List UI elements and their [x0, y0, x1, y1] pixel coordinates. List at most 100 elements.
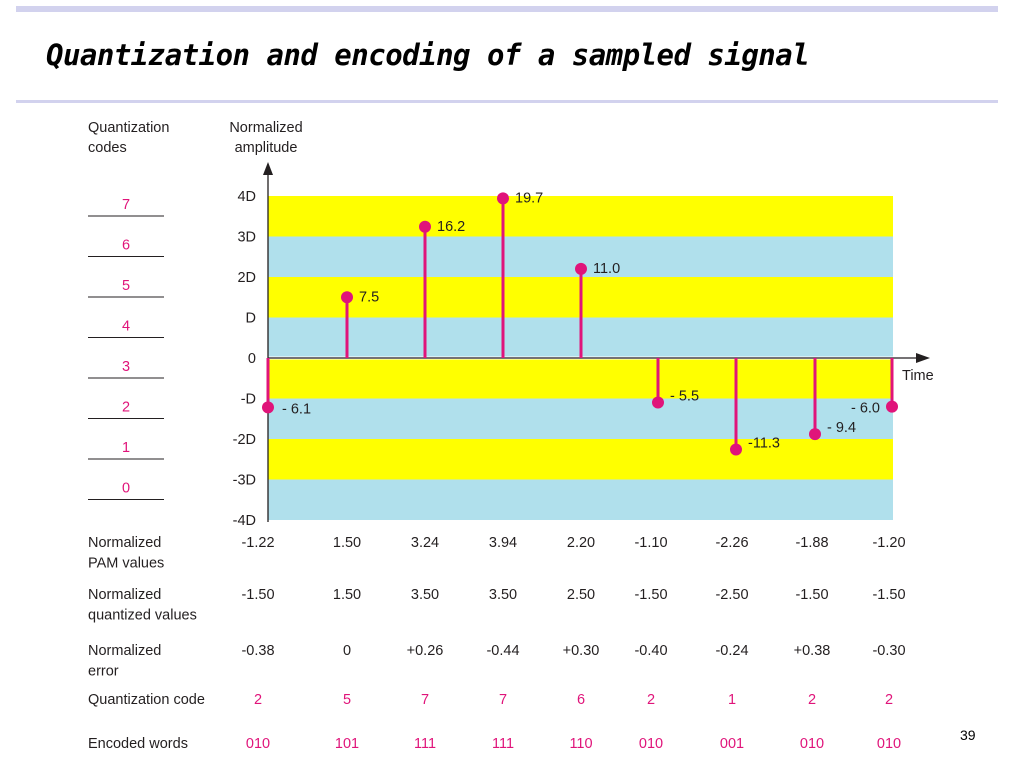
y-axis-label: 0: [248, 351, 256, 367]
sample-point: [262, 401, 274, 414]
table-cell: 2.20: [567, 535, 595, 551]
table-cell: -2.50: [715, 587, 748, 603]
table-cell: +0.26: [407, 643, 444, 659]
band-yellow: [268, 358, 893, 399]
y-axis-label: -3D: [233, 473, 256, 489]
table-cell: 2.50: [567, 587, 595, 603]
quantization-code-column: 7 6 5 4 3 2 1 0: [88, 197, 164, 500]
table-row-label: Normalized: [88, 643, 161, 659]
table-cell: -0.30: [872, 643, 905, 659]
table-cell: 010: [246, 736, 270, 752]
quantization-code-label: 3: [122, 359, 130, 375]
band-blue: [268, 479, 893, 520]
sample-value-label: 11.0: [593, 261, 620, 277]
sample-point: [652, 396, 664, 409]
band-yellow: [268, 196, 893, 237]
quantization-code-label: 6: [122, 238, 130, 254]
table-cell: -0.38: [241, 643, 274, 659]
table-cell: 1: [728, 692, 736, 708]
table-cell: 101: [335, 736, 359, 752]
table-cell: 001: [720, 736, 744, 752]
sample-value-label: - 5.5: [670, 389, 699, 405]
y-axis-label: D: [246, 311, 256, 327]
table-cell: 3.94: [489, 535, 517, 551]
y-axis-label: 2D: [237, 270, 256, 286]
y-axis-labels: 4D 3D 2D D 0 -D -2D -3D -4D: [233, 189, 256, 529]
table-row-label: Normalized: [88, 535, 161, 551]
table-cell: 0: [343, 643, 351, 659]
table-row-label: quantized values: [88, 608, 197, 624]
table-cell: 010: [877, 736, 901, 752]
sample-value-label: - 9.4: [827, 420, 856, 436]
sample-value-label: -11.3: [748, 436, 780, 452]
table-cell: 2: [885, 692, 893, 708]
sample-stems: - 6.1 7.5 16.2 19.7 11.0 - 5.5 -11.3 - 9.4 - 6.0: [262, 190, 898, 456]
table-cell: 111: [414, 736, 436, 752]
table-cell: 3.50: [411, 587, 439, 603]
quantization-code-label: 1: [122, 440, 130, 456]
y-axis-label: 3D: [237, 230, 256, 246]
table-cell: 2: [254, 692, 262, 708]
table-cell: -0.24: [715, 643, 748, 659]
table-row-label: PAM values: [88, 556, 164, 572]
table-cell: 1.50: [333, 535, 361, 551]
table-cell: 5: [343, 692, 351, 708]
top-decor-bar: [16, 6, 998, 12]
table-cell: 2: [647, 692, 655, 708]
table-cell: 2: [808, 692, 816, 708]
table-row-label: Encoded words: [88, 736, 188, 752]
sample-point: [419, 220, 431, 233]
table-row-label: error: [88, 664, 119, 680]
table-cell: -1.50: [634, 587, 667, 603]
quantization-code-label: 7: [122, 197, 130, 213]
y-axis-label: 4D: [237, 189, 256, 205]
y-axis-label: -2D: [233, 432, 256, 448]
quantization-code-label: 2: [122, 400, 130, 416]
time-axis-arrow: [916, 353, 930, 363]
axes: [263, 162, 930, 522]
table-cell: +0.30: [563, 643, 600, 659]
table-cell: -0.44: [486, 643, 519, 659]
table-cell: -1.10: [634, 535, 667, 551]
table-cell: -1.88: [795, 535, 828, 551]
quantization-code-label: 4: [122, 319, 130, 335]
sample-value-label: 19.7: [515, 190, 543, 206]
table-cell: 7: [499, 692, 507, 708]
amplitude-header-line1: Normalized: [229, 120, 302, 136]
table-cell: 010: [800, 736, 824, 752]
table-row-label: Quantization code: [88, 692, 205, 708]
y-axis-arrow: [263, 162, 273, 175]
amplitude-header-line2: amplitude: [235, 140, 298, 156]
time-axis-label: Time: [902, 368, 934, 384]
sample-point: [575, 262, 587, 275]
table-cell: 6: [577, 692, 585, 708]
table-cell: -1.22: [241, 535, 274, 551]
table-cell: 3.24: [411, 535, 439, 551]
sample-point: [886, 400, 898, 413]
table-cell: 7: [421, 692, 429, 708]
title-rule: [16, 100, 998, 103]
table-row-label: Normalized: [88, 587, 161, 603]
quantization-code-label: 0: [122, 481, 130, 497]
table-cell: 3.50: [489, 587, 517, 603]
slide-title: Quantization and encoding of a sampled s…: [46, 38, 810, 72]
quantization-codes-header-line2: codes: [88, 140, 127, 156]
table-cell: +0.38: [794, 643, 831, 659]
y-axis-label: -4D: [233, 513, 256, 529]
band-blue: [268, 398, 893, 439]
quantization-codes-header-line1: Quantization: [88, 120, 169, 136]
sample-point: [497, 192, 509, 205]
table-cell: -1.50: [241, 587, 274, 603]
table-cell: -1.20: [872, 535, 905, 551]
table-cell: 010: [639, 736, 663, 752]
sample-value-label: - 6.1: [282, 401, 311, 417]
value-table: Normalized PAM values -1.22 1.50 3.24 3.94 2.2…: [88, 535, 906, 752]
table-cell: -1.50: [872, 587, 905, 603]
y-axis-label: -D: [241, 392, 256, 408]
sample-point: [341, 291, 353, 304]
quantization-code-label: 5: [122, 278, 130, 294]
sample-point: [730, 443, 742, 456]
table-cell: 111: [492, 736, 514, 752]
sample-point: [809, 428, 821, 441]
band-yellow: [268, 439, 893, 480]
